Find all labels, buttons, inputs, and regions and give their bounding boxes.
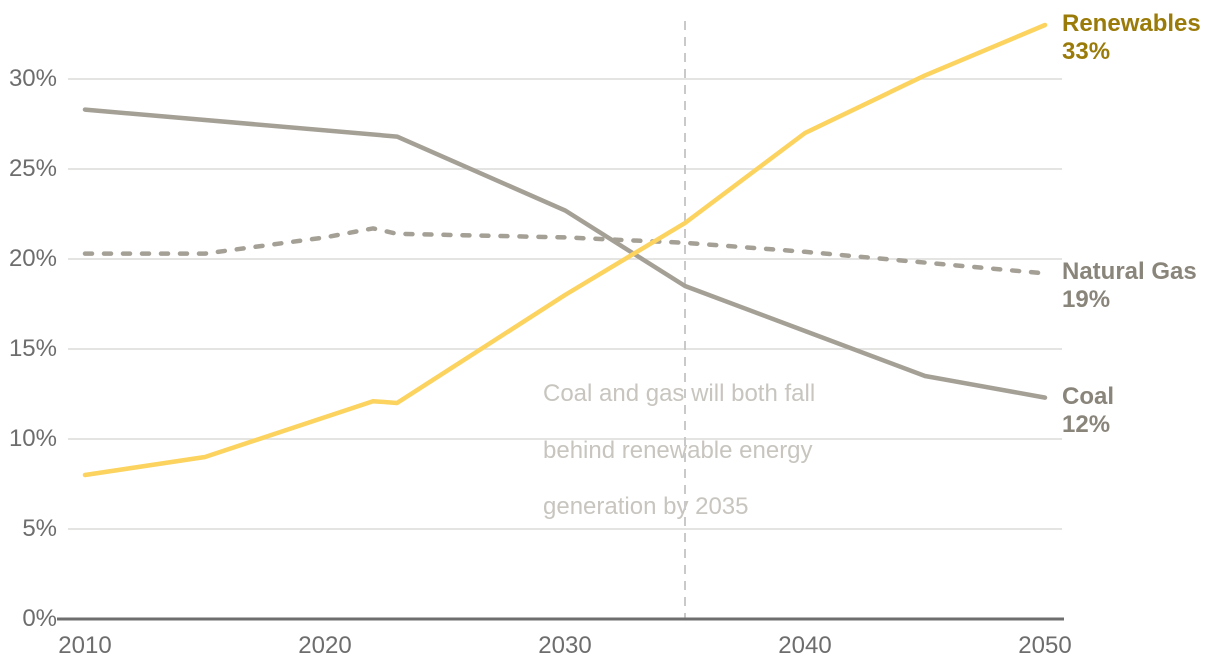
natural-gas-label: Natural Gas 19% bbox=[1062, 258, 1220, 314]
x-tick-label-2040: 2040 bbox=[778, 632, 832, 659]
annotation-line-1: Coal and gas will both fall bbox=[543, 380, 816, 408]
annotation-line-3: generation by 2035 bbox=[543, 493, 749, 521]
series-end-value: 12% bbox=[1062, 410, 1111, 438]
series-name: Natural Gas bbox=[1062, 258, 1197, 286]
annotation-line-2: behind renewable energy bbox=[543, 436, 813, 464]
natural-gas-line bbox=[82, 226, 1048, 276]
x-tick-label-2030: 2030 bbox=[538, 632, 592, 659]
y-tick-label-20%: 20% bbox=[8, 245, 57, 272]
series-end-value: 33% bbox=[1062, 38, 1111, 65]
x-tick-label-2050: 2050 bbox=[1018, 632, 1072, 659]
series-name: Coal bbox=[1062, 382, 1115, 410]
y-tick-label-0%: 0% bbox=[22, 605, 57, 632]
y-tick-label-25%: 25% bbox=[8, 155, 57, 182]
series-name: Renewables bbox=[1062, 10, 1201, 37]
y-tick-label-15%: 15% bbox=[8, 335, 57, 362]
chart-annotation: Coal and gas will both fall behind renew… bbox=[543, 352, 815, 550]
coal-label: Coal 12% bbox=[1062, 383, 1220, 439]
x-tick-label-2010: 2010 bbox=[58, 632, 112, 659]
y-tick-label-30%: 30% bbox=[8, 65, 57, 92]
series-end-value: 19% bbox=[1062, 286, 1111, 314]
renewables-label: Renewables 33% bbox=[1062, 10, 1220, 66]
x-tick-label-2020: 2020 bbox=[298, 632, 352, 659]
y-tick-label-10%: 10% bbox=[8, 425, 57, 452]
y-tick-label-5%: 5% bbox=[22, 515, 57, 542]
